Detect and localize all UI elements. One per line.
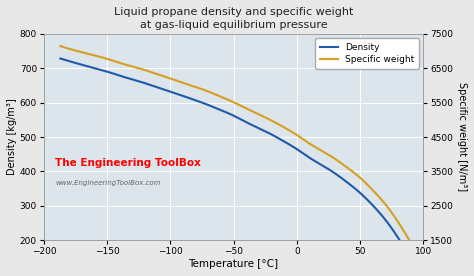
Text: www.EngineeringToolBox.com: www.EngineeringToolBox.com: [55, 180, 161, 185]
Density: [416, 271, 422, 275]
Specific weight: [416, 255, 422, 259]
Specific weight: [57, 44, 63, 48]
Y-axis label: Specific weight [N/m³]: Specific weight [N/m³]: [457, 83, 467, 192]
Specific weight: [360, 179, 365, 182]
X-axis label: Temperature [°C]: Temperature [°C]: [189, 259, 279, 269]
Density: [59, 57, 64, 60]
Title: Liquid propane density and specific weight
at gas-liquid equilibrium pressure: Liquid propane density and specific weig…: [114, 7, 353, 30]
Specific weight: [271, 120, 277, 123]
Specific weight: [383, 203, 388, 206]
Density: [271, 134, 277, 137]
Line: Specific weight: Specific weight: [60, 46, 419, 257]
Density: [383, 218, 388, 222]
Specific weight: [59, 45, 64, 48]
Specific weight: [277, 123, 283, 127]
Y-axis label: Density [kg/m³]: Density [kg/m³]: [7, 99, 17, 175]
Text: The Engineering ToolBox: The Engineering ToolBox: [55, 158, 201, 168]
Density: [277, 137, 283, 141]
Density: [270, 133, 275, 137]
Legend: Density, Specific weight: Density, Specific weight: [315, 38, 419, 69]
Line: Density: Density: [60, 59, 419, 273]
Density: [57, 57, 63, 60]
Density: [360, 194, 365, 197]
Specific weight: [270, 120, 275, 123]
